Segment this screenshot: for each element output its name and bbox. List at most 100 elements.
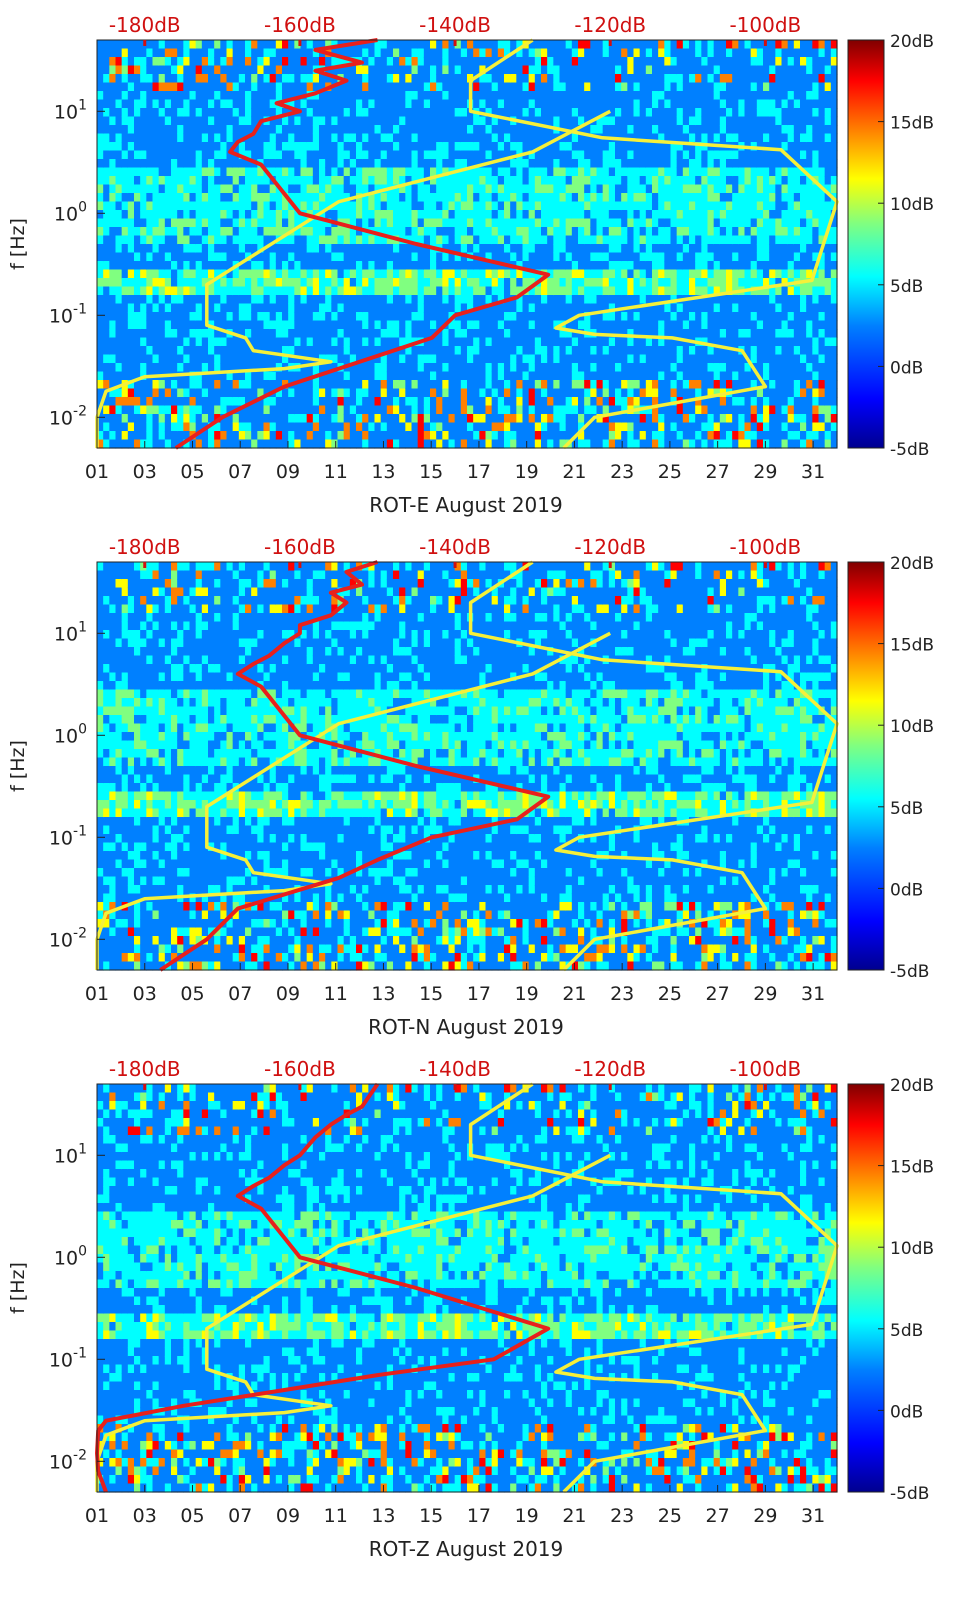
heat-cell	[275, 91, 283, 101]
heat-cell	[645, 371, 653, 381]
heat-cell	[171, 142, 178, 152]
heat-cell	[195, 193, 203, 203]
heat-cell	[300, 337, 308, 347]
heat-cell	[331, 371, 339, 381]
heat-cell	[559, 184, 567, 194]
heat-cell	[473, 329, 480, 339]
heat-cell	[584, 405, 591, 415]
heat-cell	[232, 159, 240, 169]
heat-cell	[97, 269, 104, 279]
heat-cell	[306, 269, 314, 279]
heat-cell	[645, 184, 653, 194]
heat-cell	[201, 363, 209, 373]
heat-cell	[127, 218, 135, 228]
heat-cell	[380, 414, 388, 424]
heat-cell	[719, 261, 727, 271]
heat-cell	[726, 278, 733, 288]
heat-cell	[294, 82, 302, 92]
heat-cell	[719, 210, 727, 220]
heat-cell	[590, 48, 598, 58]
heat-cell	[257, 65, 265, 75]
heat-cell	[312, 244, 320, 254]
heat-cell	[294, 184, 302, 194]
heat-cell	[436, 431, 443, 441]
heat-cell	[565, 65, 573, 75]
heat-cell	[417, 218, 425, 228]
heat-cell	[689, 252, 696, 262]
heat-cell	[645, 269, 653, 279]
heat-cell	[639, 431, 647, 441]
heat-cell	[405, 201, 413, 211]
heat-cell	[547, 329, 554, 339]
heat-cell	[596, 40, 604, 50]
heat-cell	[158, 414, 166, 424]
heat-cell	[615, 269, 622, 279]
heat-cell	[590, 278, 598, 288]
heat-cell	[337, 295, 345, 305]
heat-cell	[559, 414, 567, 424]
heat-cell	[306, 142, 314, 152]
heat-cell	[571, 57, 579, 67]
heat-cell	[393, 125, 400, 135]
heat-cell	[226, 286, 234, 296]
heat-cell	[510, 65, 517, 75]
heat-cell	[257, 320, 265, 330]
heat-cell	[319, 116, 326, 126]
heat-cell	[251, 312, 258, 322]
heat-cell	[325, 116, 332, 126]
heat-cell	[134, 320, 141, 330]
heat-cell	[664, 303, 672, 313]
heat-cell	[497, 431, 505, 441]
heat-cell	[510, 371, 517, 381]
heat-cell	[547, 227, 554, 237]
heat-cell	[695, 142, 702, 152]
heat-cell	[300, 422, 308, 432]
heat-cell	[362, 286, 369, 296]
heat-cell	[627, 91, 635, 101]
heat-cell	[103, 176, 110, 186]
heat-cell	[356, 346, 363, 356]
heat-cell	[257, 218, 265, 228]
heat-cell	[621, 125, 628, 135]
heat-cell	[362, 150, 369, 160]
heat-cell	[294, 337, 302, 347]
heat-cell	[368, 74, 376, 84]
heat-cell	[380, 431, 388, 441]
heat-cell	[571, 65, 579, 75]
heat-cell	[109, 108, 117, 118]
heat-cell	[467, 380, 474, 390]
heat-cell	[541, 184, 548, 194]
heat-cell	[664, 133, 672, 143]
heat-cell	[140, 252, 147, 262]
heat-cell	[343, 108, 351, 118]
heat-cell	[140, 108, 147, 118]
heat-cell	[664, 312, 672, 322]
heat-cell	[362, 65, 369, 75]
heat-cell	[559, 40, 567, 50]
heat-cell	[578, 354, 585, 364]
heat-cell	[442, 244, 450, 254]
heat-cell	[621, 48, 628, 58]
heat-cell	[670, 40, 678, 50]
heat-cell	[189, 235, 197, 245]
heat-cell	[331, 184, 339, 194]
heat-cell	[362, 40, 369, 50]
heat-cell	[473, 57, 480, 67]
heat-cell	[430, 439, 437, 449]
heat-cell	[701, 57, 709, 67]
heat-cell	[430, 371, 437, 381]
heat-cell	[547, 74, 554, 84]
heat-cell	[97, 125, 104, 135]
heat-cell	[405, 363, 413, 373]
heat-cell	[177, 235, 184, 245]
heat-cell	[300, 99, 308, 109]
heat-cell	[386, 380, 394, 390]
heat-cell	[541, 439, 548, 449]
heat-cell	[399, 210, 406, 220]
heat-cell	[238, 278, 246, 288]
heat-cell	[134, 278, 141, 288]
heat-cell	[189, 397, 197, 407]
heat-cell	[140, 82, 147, 92]
heat-cell	[652, 133, 659, 143]
heat-cell	[430, 108, 437, 118]
